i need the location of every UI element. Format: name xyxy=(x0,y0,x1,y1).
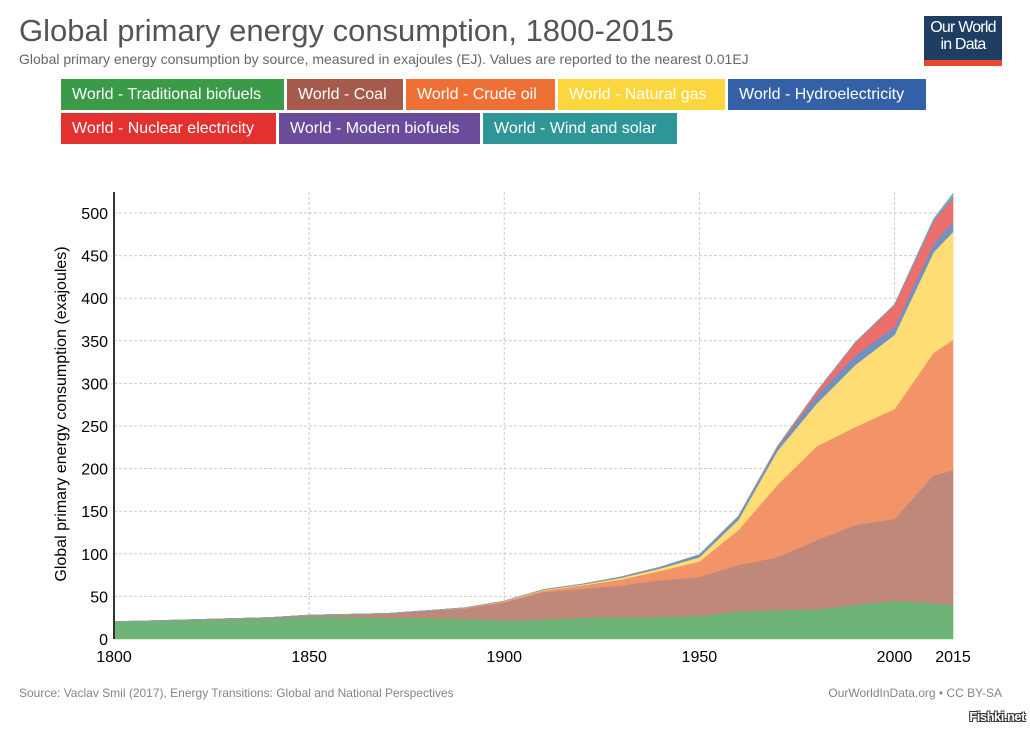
x-tick-label: 2015 xyxy=(935,649,971,666)
area-series xyxy=(113,192,954,640)
y-tick-label: 400 xyxy=(81,291,108,308)
logo-line1: Our World xyxy=(930,19,996,36)
y-tick-label: 250 xyxy=(81,419,108,436)
x-tick-label: 1850 xyxy=(291,649,327,666)
owid-logo[interactable]: Our World in Data xyxy=(924,16,1002,66)
legend-item-crude-oil[interactable]: World - Crude oil xyxy=(406,79,555,110)
logo-text: Our World in Data xyxy=(924,19,1002,53)
legend-item-traditional-biofuels[interactable]: World - Traditional biofuels xyxy=(61,79,284,110)
y-tick-label: 200 xyxy=(81,462,108,479)
y-tick-label: 0 xyxy=(99,632,108,649)
y-tick-label: 150 xyxy=(81,504,108,521)
y-tick-label: 350 xyxy=(81,334,108,351)
chart-subtitle: Global primary energy consumption by sou… xyxy=(19,51,749,67)
y-tick-label: 50 xyxy=(90,589,108,606)
y-tick-label: 500 xyxy=(81,206,108,223)
watermark: Fishki.net xyxy=(969,709,1025,724)
x-tick-label: 1950 xyxy=(682,649,718,666)
source-note: Source: Vaclav Smil (2017), Energy Trans… xyxy=(19,686,454,700)
chart-title: Global primary energy consumption, 1800-… xyxy=(19,13,674,48)
legend-item-natural-gas[interactable]: World - Natural gas xyxy=(558,79,725,110)
x-tick-label: 2000 xyxy=(877,649,913,666)
x-tick-label: 1800 xyxy=(96,649,132,666)
y-tick-label: 450 xyxy=(81,249,108,266)
y-axis: 0 50 100 150 200 250 300 350 400 450 500 xyxy=(81,192,115,649)
legend-item-wind-and-solar[interactable]: World - Wind and solar xyxy=(483,113,677,144)
credit-link[interactable]: OurWorldInData.org • CC BY-SA xyxy=(828,686,1002,700)
y-tick-label: 100 xyxy=(81,547,108,564)
area-wind-and-solar[interactable] xyxy=(113,192,954,622)
legend-item-hydroelectricity[interactable]: World - Hydroelectricity xyxy=(728,79,926,110)
logo-accent-bar xyxy=(924,60,1002,66)
y-tick-label: 300 xyxy=(81,376,108,393)
legend-item-nuclear-electricity[interactable]: World - Nuclear electricity xyxy=(61,113,276,144)
x-axis: 1800 1850 1900 1950 2000 2015 xyxy=(96,649,971,666)
legend-item-coal[interactable]: World - Coal xyxy=(287,79,403,110)
legend-item-modern-biofuels[interactable]: World - Modern biofuels xyxy=(279,113,480,144)
y-axis-title: Global primary energy consumption (exajo… xyxy=(53,246,70,581)
x-tick-label: 1900 xyxy=(486,649,522,666)
logo-line2: in Data xyxy=(940,36,986,53)
